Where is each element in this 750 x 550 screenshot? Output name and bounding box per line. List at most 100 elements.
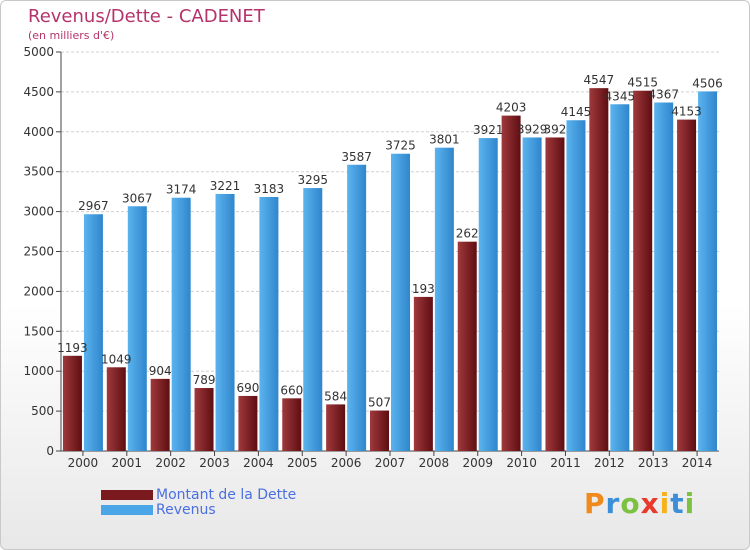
- data-label-dette: 392: [544, 122, 567, 136]
- bar-dette: [413, 296, 433, 451]
- proxiti-logo: Proxiti: [584, 487, 695, 520]
- data-label-dette: 4515: [627, 76, 658, 90]
- x-tick-label: 2004: [243, 456, 274, 470]
- logo-letter: o: [620, 487, 641, 520]
- logo-letter: t: [670, 487, 685, 520]
- y-tick-label: 0: [46, 444, 54, 458]
- x-tick-label: 2012: [594, 456, 625, 470]
- bar-dette: [326, 404, 346, 451]
- bar-revenus: [127, 206, 147, 451]
- y-tick-label: 4000: [23, 125, 54, 139]
- data-label-dette: 690: [236, 381, 259, 395]
- bar-dette: [633, 90, 653, 451]
- legend-label-revenus: Revenus: [156, 502, 216, 518]
- bar-dette: [150, 378, 170, 451]
- data-label-revenus: 3587: [341, 150, 372, 164]
- data-label-dette: 262: [456, 227, 479, 241]
- x-tick-label: 2011: [550, 456, 581, 470]
- bar-dette: [589, 88, 609, 451]
- data-label-revenus: 3929: [517, 122, 548, 136]
- data-label-dette: 789: [193, 373, 216, 387]
- y-tick-label: 2500: [23, 245, 54, 259]
- x-tick-label: 2000: [68, 456, 99, 470]
- data-label-revenus: 4367: [648, 88, 679, 102]
- data-label-revenus: 3067: [122, 191, 153, 205]
- logo-letter: x: [640, 487, 660, 520]
- x-tick-label: 2010: [506, 456, 537, 470]
- data-label-dette: 584: [324, 389, 347, 403]
- x-tick-label: 2003: [199, 456, 230, 470]
- data-label-revenus: 3295: [297, 173, 328, 187]
- data-label-dette: 1193: [57, 341, 88, 355]
- bar-dette: [457, 241, 477, 451]
- bar-revenus: [610, 104, 630, 452]
- data-label-revenus: 3183: [254, 182, 285, 196]
- data-label-dette: 4547: [584, 73, 615, 87]
- bar-revenus: [478, 138, 498, 452]
- logo-letter: P: [584, 487, 606, 520]
- data-label-revenus: 4345: [605, 89, 636, 103]
- x-tick-label: 2002: [155, 456, 186, 470]
- bar-revenus: [215, 193, 235, 451]
- data-label-revenus: 2967: [78, 199, 109, 213]
- x-tick-label: 2014: [682, 456, 713, 470]
- data-label-dette: 193: [412, 282, 435, 296]
- data-label-dette: 660: [280, 383, 303, 397]
- x-tick-label: 2005: [287, 456, 318, 470]
- data-label-dette: 1049: [101, 352, 132, 366]
- bar-dette: [501, 115, 521, 452]
- chart-subtitle: (en milliers d'€): [28, 29, 115, 42]
- logo-letter: i: [659, 487, 671, 520]
- bar-revenus: [171, 197, 191, 451]
- bar-dette: [194, 388, 214, 451]
- y-tick-label: 3000: [23, 205, 54, 219]
- bar-revenus: [566, 120, 586, 451]
- legend-swatch-dette: [101, 490, 153, 500]
- x-tick-label: 2008: [419, 456, 450, 470]
- bar-revenus: [259, 196, 279, 451]
- legend-swatch-revenus: [101, 505, 153, 515]
- bar-dette: [238, 395, 258, 451]
- logo-letter: r: [605, 487, 621, 520]
- y-tick-label: 500: [31, 404, 54, 418]
- bar-dette: [62, 355, 82, 451]
- y-tick-label: 3500: [23, 165, 54, 179]
- x-tick-label: 2009: [462, 456, 493, 470]
- plot-area: [61, 52, 719, 451]
- bar-dette: [677, 119, 697, 451]
- y-tick-label: 5000: [23, 45, 54, 59]
- bar-revenus: [391, 153, 410, 451]
- logo-letter: i: [684, 487, 696, 520]
- bar-revenus: [347, 164, 367, 452]
- bar-dette: [106, 367, 126, 451]
- bar-dette: [370, 410, 389, 451]
- x-tick-label: 2001: [112, 456, 143, 470]
- bar-dette: [282, 398, 302, 451]
- data-label-revenus: 3221: [210, 179, 241, 193]
- x-tick-label: 2006: [331, 456, 362, 470]
- bar-revenus: [83, 214, 103, 451]
- x-tick-label: 2007: [375, 456, 406, 470]
- data-label-revenus: 3801: [429, 133, 460, 147]
- data-label-revenus: 3174: [166, 183, 197, 197]
- bar-dette: [545, 137, 565, 451]
- legend-label-dette: Montant de la Dette: [156, 487, 297, 503]
- data-label-revenus: 3725: [385, 139, 416, 153]
- data-label-dette: 4153: [671, 105, 702, 119]
- x-tick-label: 2013: [638, 456, 669, 470]
- bar-revenus: [654, 102, 674, 451]
- chart-title: Revenus/Dette - CADENET: [28, 6, 265, 27]
- data-label-dette: 507: [368, 396, 391, 410]
- data-label-dette: 4203: [496, 101, 527, 115]
- bar-revenus: [434, 147, 454, 451]
- y-tick-label: 4500: [23, 85, 54, 99]
- bar-revenus: [303, 188, 323, 451]
- y-tick-label: 1500: [23, 324, 54, 338]
- bar-revenus: [522, 137, 542, 451]
- y-tick-label: 2000: [23, 284, 54, 298]
- data-label-revenus: 4145: [561, 105, 592, 119]
- data-label-revenus: 3921: [473, 123, 504, 137]
- data-label-dette: 904: [149, 364, 172, 378]
